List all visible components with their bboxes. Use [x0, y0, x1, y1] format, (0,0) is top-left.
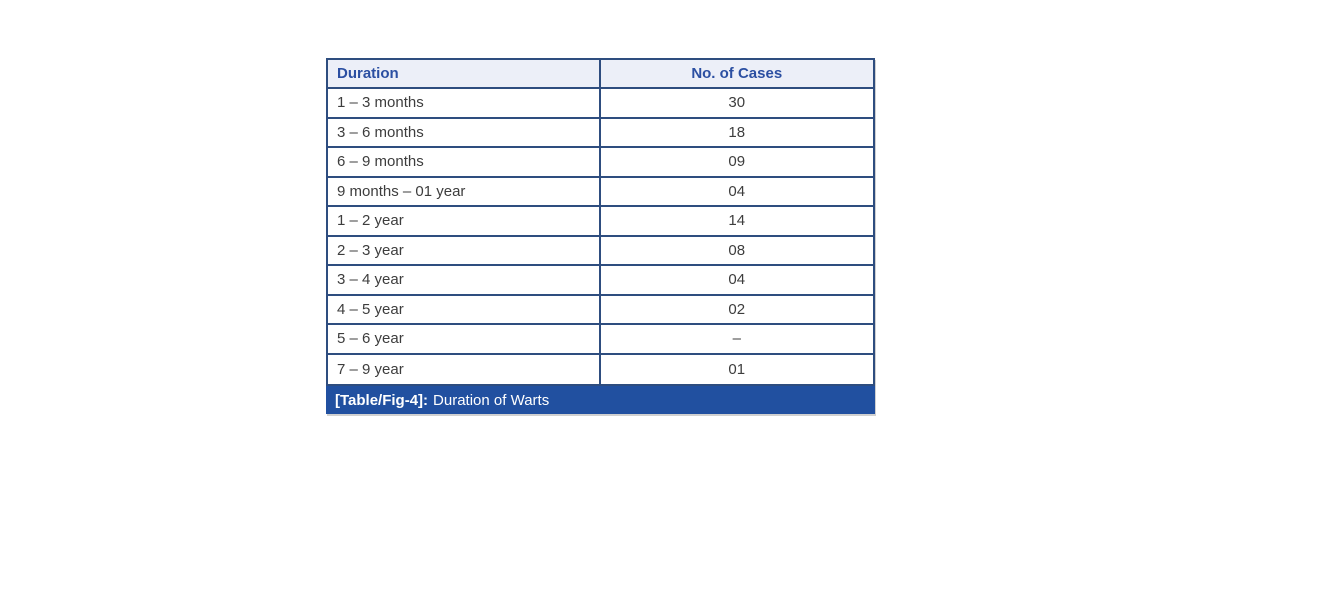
cases-cell: 09 [728, 153, 746, 171]
table-row: 9 months – 01 year 04 [328, 177, 873, 207]
table-row: 1 – 2 year 14 [328, 207, 873, 237]
table-row: 3 – 6 months 18 [328, 118, 873, 148]
duration-cell: 2 – 3 year [328, 236, 601, 264]
caption-text: Duration of Warts [433, 391, 550, 409]
duration-cell: 7 – 9 year [328, 354, 601, 384]
cases-cell: 30 [728, 94, 746, 112]
duration-cell: 4 – 5 year [328, 295, 601, 323]
cases-cell: 02 [728, 300, 746, 318]
table-row: 1 – 3 months 30 [328, 89, 873, 119]
table-caption: [Table/Fig-4]: Duration of Warts [326, 384, 875, 414]
cases-cell: 18 [728, 123, 746, 141]
column-header-no-of-cases: No. of Cases [691, 65, 783, 82]
table-header-row: Duration No. of Cases [328, 60, 873, 89]
duration-cell: 3 – 6 months [328, 118, 601, 146]
duration-cell: 6 – 9 months [328, 148, 601, 176]
table-row: 6 – 9 months 09 [328, 148, 873, 178]
duration-cell: 5 – 6 year [328, 325, 601, 353]
duration-table: Duration No. of Cases 1 – 3 months 30 3 … [326, 58, 875, 384]
table-row: 5 – 6 year – [328, 325, 873, 355]
caption-label: [Table/Fig-4]: [335, 391, 429, 409]
duration-cell: 3 – 4 year [328, 266, 601, 294]
table-row: 7 – 9 year 01 [328, 354, 873, 384]
cases-cell: 01 [728, 360, 746, 378]
duration-cell: 1 – 3 months [328, 89, 601, 117]
duration-cell: 9 months – 01 year [328, 177, 601, 205]
table-row: 2 – 3 year 08 [328, 236, 873, 266]
cases-cell: 08 [728, 241, 746, 259]
table-row: 4 – 5 year 02 [328, 295, 873, 325]
column-header-duration: Duration [328, 60, 601, 87]
cases-cell: 14 [728, 212, 746, 230]
cases-cell: – [732, 330, 741, 348]
duration-cell: 1 – 2 year [328, 207, 601, 235]
table-row: 3 – 4 year 04 [328, 266, 873, 296]
cases-cell: 04 [728, 271, 746, 289]
table-fig-4: Duration No. of Cases 1 – 3 months 30 3 … [326, 58, 875, 414]
cases-cell: 04 [728, 182, 746, 200]
